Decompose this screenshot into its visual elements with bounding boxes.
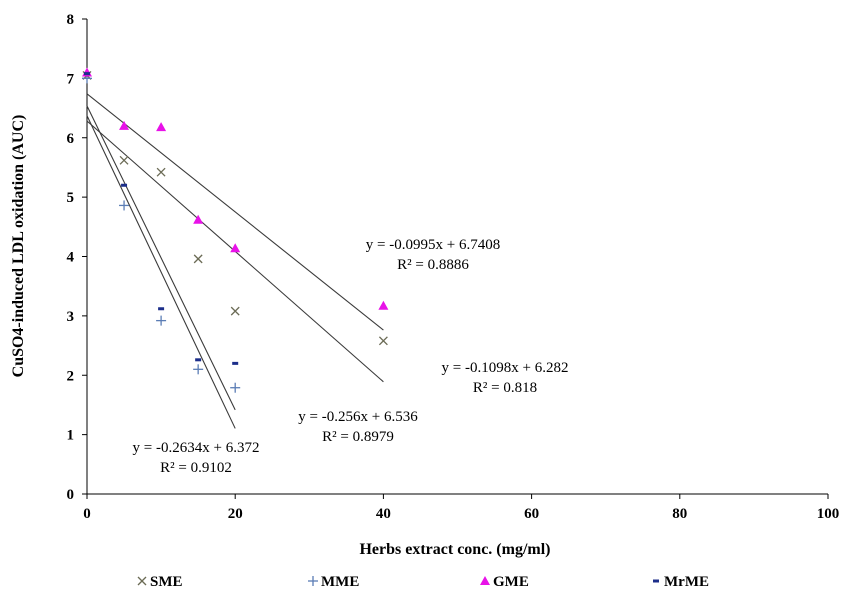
- y-tick-label: 6: [67, 131, 75, 147]
- x-tick-label: 40: [376, 506, 391, 522]
- data-point-sme: [193, 254, 203, 264]
- marker-stroke: [119, 155, 129, 165]
- legend-item-mme: MME: [308, 574, 359, 590]
- data-point-mrme: [232, 361, 239, 365]
- trendline-equation-mrme: y = -0.256x + 6.536: [298, 409, 418, 425]
- marker-stroke: [156, 167, 166, 177]
- y-tick-label: 5: [67, 190, 75, 206]
- x-tick-label: 80: [672, 506, 687, 522]
- trendline-r2-mme: R² = 0.9102: [160, 460, 232, 476]
- trendline-r2-sme: R² = 0.818: [473, 380, 537, 396]
- y-tick-label: 1: [67, 428, 75, 444]
- data-point-gme: [378, 300, 389, 310]
- data-points: [82, 67, 389, 393]
- marker-stroke: [230, 306, 240, 316]
- trendline-r2-mrme: R² = 0.8979: [322, 429, 394, 445]
- legend-marker: [480, 576, 490, 585]
- x-tick-label: 20: [228, 506, 243, 522]
- data-point-mrme: [121, 183, 128, 187]
- data-point-sme: [156, 167, 166, 177]
- x-axis-title: Herbs extract conc. (mg/ml): [359, 541, 550, 558]
- trendline-r2-gme: R² = 0.8886: [397, 257, 469, 273]
- data-point-mme: [156, 315, 167, 326]
- data-point-gme: [230, 243, 241, 253]
- legend-item-sme: SME: [137, 574, 183, 590]
- trendline-equation-mme: y = -0.2634x + 6.372: [133, 440, 260, 456]
- data-point-gme: [156, 122, 167, 132]
- y-tick-label: 7: [67, 71, 75, 87]
- x-tick-label: 100: [817, 506, 840, 522]
- x-tick-label: 0: [83, 506, 91, 522]
- data-point-mrme: [158, 307, 165, 311]
- legend-marker: [653, 579, 659, 583]
- y-tick-label: 0: [67, 487, 75, 503]
- y-tick-label: 8: [67, 12, 75, 28]
- y-tick-label: 4: [67, 250, 75, 266]
- legend-label: MME: [321, 574, 359, 590]
- legend-item-gme: GME: [480, 574, 529, 590]
- data-point-mme: [193, 364, 204, 375]
- marker-stroke: [378, 336, 388, 346]
- data-point-gme: [193, 214, 204, 224]
- trendline-equation-sme: y = -0.1098x + 6.282: [442, 360, 569, 376]
- trendlines: [86, 93, 384, 429]
- x-tick-label: 60: [524, 506, 539, 522]
- legend-item-mrme: MrME: [653, 574, 709, 590]
- trendline-labels: y = -0.0995x + 6.7408 R² = 0.8886 y = -0…: [133, 237, 569, 476]
- trendline: [86, 93, 384, 331]
- data-point-mme: [230, 382, 241, 393]
- data-point-sme: [230, 306, 240, 316]
- data-point-sme: [119, 155, 129, 165]
- legend-marker: [308, 576, 318, 586]
- trendline-equation-gme: y = -0.0995x + 6.7408: [366, 237, 500, 253]
- data-point-mrme: [84, 72, 90, 76]
- y-axis-title: CuSO4-induced LDL oxidation (AUC): [10, 115, 27, 378]
- data-point-mrme: [195, 358, 202, 362]
- legend-label: GME: [493, 574, 529, 590]
- trendline: [86, 115, 236, 429]
- legend-label: MrME: [664, 574, 709, 590]
- marker-stroke: [193, 254, 203, 264]
- marker-stroke: [137, 576, 147, 586]
- data-point-sme: [378, 336, 388, 346]
- data-point-mme: [119, 200, 130, 211]
- data-point-gme: [119, 120, 130, 130]
- y-tick-label: 3: [67, 309, 75, 325]
- legend-label: SME: [150, 574, 183, 590]
- legend: SME MME GME MrME: [137, 574, 709, 590]
- y-tick-label: 2: [67, 368, 75, 384]
- trendline: [86, 105, 236, 411]
- legend-marker: [137, 576, 147, 586]
